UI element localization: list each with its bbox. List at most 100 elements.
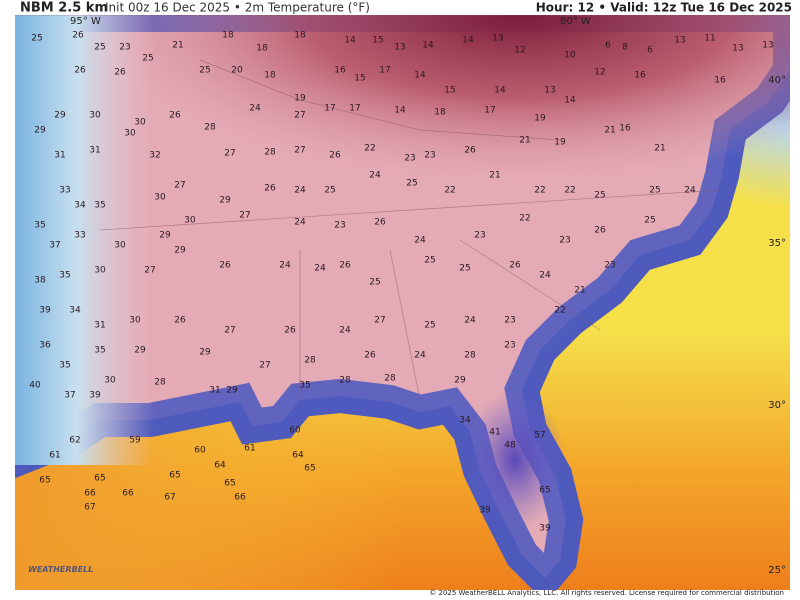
temperature-label: 26: [284, 326, 296, 336]
warm-west: [15, 15, 790, 465]
temperature-label: 20: [231, 66, 243, 76]
temperature-label: 27: [224, 149, 235, 159]
temperature-label: 60: [289, 426, 301, 436]
temperature-label: 22: [519, 214, 530, 224]
temperature-label: 24: [369, 171, 381, 181]
temperature-label: 64: [292, 451, 304, 461]
temperature-label: 39: [479, 506, 491, 516]
temperature-label: 29: [134, 346, 146, 356]
temperature-label: 29: [174, 246, 186, 256]
temperature-label: 23: [474, 231, 485, 241]
temperature-label: 22: [534, 186, 545, 196]
temperature-label: 18: [222, 31, 234, 41]
temperature-label: 21: [654, 144, 665, 154]
temperature-label: 16: [714, 76, 726, 86]
temperature-label: 27: [294, 146, 305, 156]
temperature-label: 22: [364, 144, 375, 154]
temperature-label: 18: [434, 108, 446, 118]
temperature-label: 24: [464, 316, 476, 326]
temperature-label: 31: [94, 321, 105, 331]
florida-band: [465, 390, 565, 530]
temperature-label: 25: [199, 66, 210, 76]
temperature-label: 26: [72, 31, 84, 41]
temperature-label: 29: [454, 376, 466, 386]
temperature-label: 66: [84, 489, 96, 499]
temperature-label: 65: [304, 464, 315, 474]
temperature-label: 21: [519, 136, 530, 146]
temperature-label: 26: [509, 261, 521, 271]
temperature-label: 25: [649, 186, 660, 196]
temperature-label: 23: [334, 221, 345, 231]
temperature-label: 25: [324, 186, 335, 196]
temperature-label: 25: [644, 216, 655, 226]
temperature-label: 14: [394, 106, 406, 116]
temperature-label: 25: [94, 43, 105, 53]
temperature-label: 35: [59, 271, 70, 281]
valid-info: Hour: 12 • Valid: 12z Tue 16 Dec 2025: [536, 1, 792, 15]
temperature-label: 28: [464, 351, 476, 361]
temperature-label: 14: [564, 96, 576, 106]
temperature-label: 27: [294, 111, 305, 121]
temperature-label: 24: [279, 261, 291, 271]
temperature-label: 64: [214, 461, 226, 471]
temperature-label: 12: [514, 46, 525, 56]
temperature-label: 30: [94, 266, 106, 276]
temperature-label: 17: [379, 66, 390, 76]
temperature-label: 18: [264, 71, 276, 81]
temperature-label: 67: [84, 503, 95, 513]
temperature-label: 15: [354, 74, 365, 84]
borders: [15, 15, 790, 401]
temperature-label: 27: [239, 211, 250, 221]
temperature-label: 24: [314, 264, 326, 274]
temperature-label: 33: [59, 186, 70, 196]
temperature-label: 61: [244, 444, 255, 454]
temperature-label: 31: [54, 151, 65, 161]
temperature-label: 17: [324, 104, 335, 114]
temperature-label: 16: [619, 124, 631, 134]
temperature-label: 65: [39, 476, 50, 486]
temperature-label: 14: [414, 71, 426, 81]
temperature-label: 29: [159, 231, 171, 241]
temperature-label: 26: [174, 316, 186, 326]
temperature-label: 57: [534, 431, 545, 441]
temperature-label: 36: [39, 341, 51, 351]
temperature-label: 28: [304, 356, 316, 366]
temperature-label: 27: [174, 181, 185, 191]
temperature-label: 6: [605, 41, 611, 51]
logo: WEATHERBELL: [28, 565, 93, 574]
temperature-label: 24: [294, 186, 306, 196]
temperature-label: 26: [114, 68, 126, 78]
temperature-label: 37: [49, 241, 60, 251]
temperature-label: 23: [424, 151, 435, 161]
temperature-label: 26: [339, 261, 351, 271]
temperature-label: 13: [674, 36, 685, 46]
temperature-label: 35: [299, 381, 310, 391]
temperature-label: 66: [234, 493, 246, 503]
temperature-label: 27: [259, 361, 270, 371]
temperature-label: 21: [489, 171, 500, 181]
temperature-label: 27: [374, 316, 385, 326]
temperature-label: 25: [459, 264, 470, 274]
temperature-label: 35: [94, 346, 105, 356]
temperature-label: 13: [544, 86, 555, 96]
temperature-label: 29: [226, 386, 238, 396]
temperature-label: 23: [559, 236, 570, 246]
temperature-label: 21: [172, 41, 183, 51]
temperature-label: 30: [129, 316, 141, 326]
temperature-label: 13: [732, 44, 743, 54]
temperature-label: 30: [114, 241, 126, 251]
lat-label: 35°: [768, 238, 786, 249]
temperature-label: 35: [59, 361, 70, 371]
lon-label: 80° W: [560, 16, 591, 27]
temperature-label: 17: [349, 104, 360, 114]
temperature-label: 30: [89, 111, 101, 121]
temperature-label: 30: [124, 129, 136, 139]
temperature-label: 14: [462, 36, 474, 46]
temperature-label: 23: [604, 261, 615, 271]
temperature-label: 65: [169, 471, 180, 481]
temperature-label: 39: [539, 524, 551, 534]
temperature-label: 23: [504, 316, 515, 326]
